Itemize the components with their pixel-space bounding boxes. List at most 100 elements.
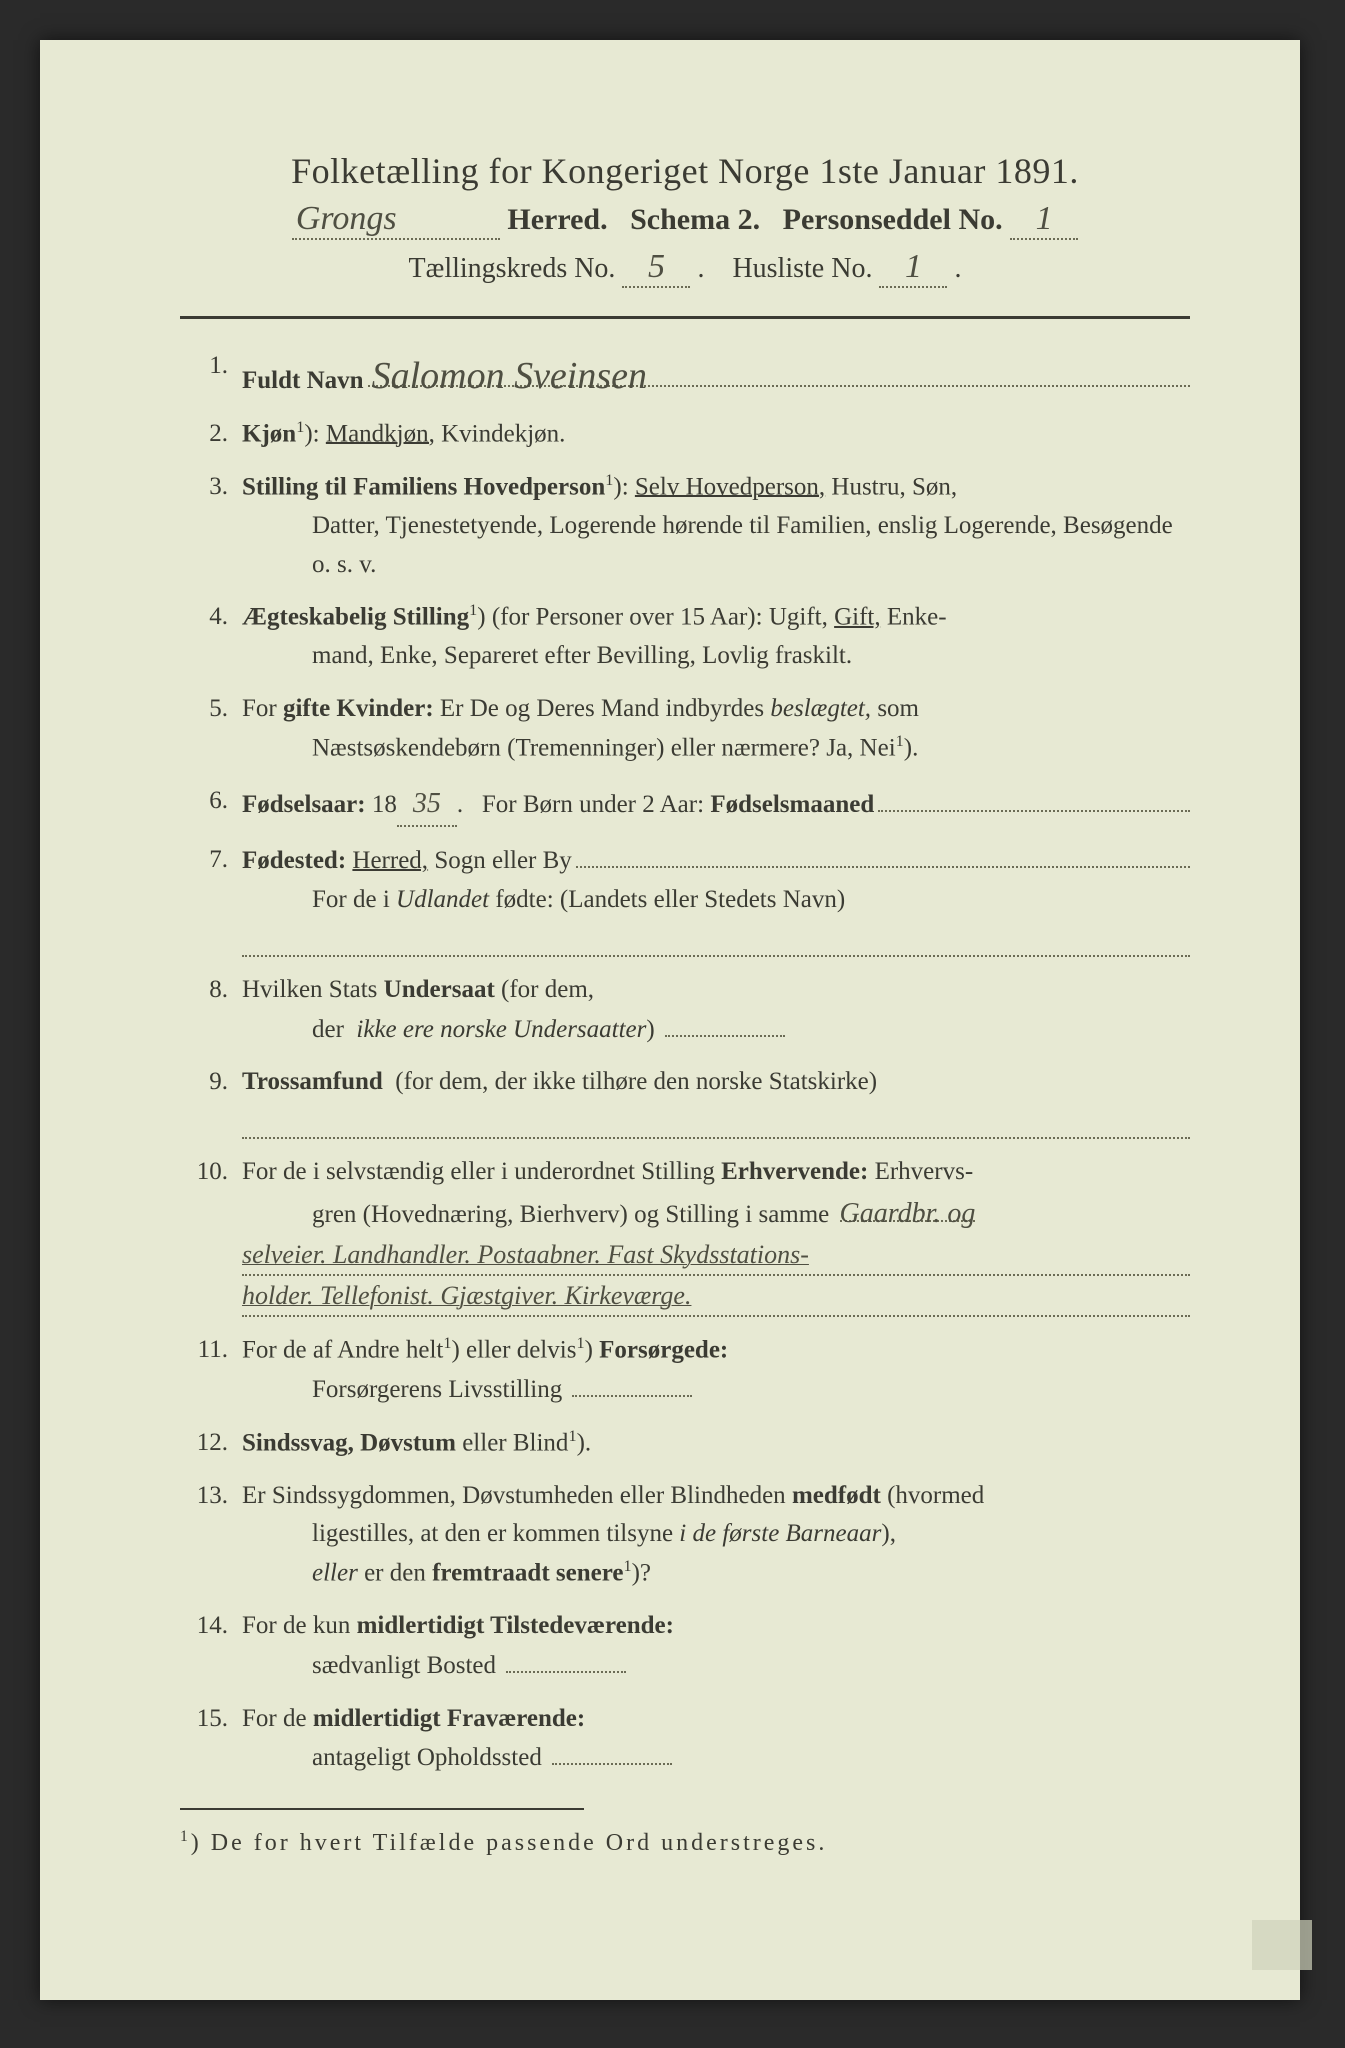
header-line-3: Tællingskreds No. 5 . Husliste No. 1 .	[180, 248, 1190, 288]
q6-b: For Børn under 2 Aar:	[482, 786, 704, 825]
herred-name-field: Grongs	[292, 200, 500, 240]
q12: Sindssvag, Døvstum eller Blind1).	[180, 1424, 1190, 1463]
q10-hw1: Gaardbr. og	[840, 1192, 976, 1222]
q8-a: Hvilken Stats	[242, 976, 377, 1003]
q12-a: Sindssvag, Døvstum	[242, 1429, 456, 1456]
q15: For de midlertidigt Fraværende: antageli…	[180, 1700, 1190, 1779]
q4: Ægteskabelig Stilling1) (for Personer ov…	[180, 598, 1190, 676]
q11-field	[572, 1370, 692, 1397]
q6-c: Fødselsmaaned	[710, 786, 874, 825]
q2-label: Kjøn	[242, 420, 296, 447]
q11-a: For de af Andre helt	[242, 1336, 443, 1363]
footnote-rule	[180, 1808, 584, 1810]
q13-b: medfødt	[792, 1482, 881, 1509]
q8-line2: der ikke ere norske Undersaatter)	[242, 1010, 1190, 1050]
q14-line2: sædvanligt Bosted	[312, 1652, 496, 1679]
q2-selected: Mandkjøn,	[326, 420, 435, 447]
schema-label: Schema 2.	[630, 203, 760, 236]
q3: Stilling til Familiens Hovedperson1): Se…	[180, 468, 1190, 585]
q5-d: beslægtet,	[770, 695, 871, 722]
header-line-2: Grongs Herred. Schema 2. Personseddel No…	[180, 200, 1190, 240]
footnote: 1) De for hvert Tilfælde passende Ord un…	[180, 1828, 1190, 1857]
q1: Fuldt Navn Salomon Sveinsen	[180, 347, 1190, 401]
q6-month-field	[878, 785, 1190, 812]
q7-place-field	[576, 841, 1190, 868]
q8-field	[665, 1010, 785, 1037]
q8: Hvilken Stats Undersaat (for dem, der ik…	[180, 971, 1190, 1050]
q1-name-field: Salomon Sveinsen	[368, 347, 1190, 387]
q4-opts-a: Ugift,	[769, 604, 828, 631]
q4-opts-b2: mand, Enke, Separeret efter Bevilling, L…	[242, 637, 1190, 676]
q6-prefix: 18	[372, 786, 397, 825]
q14-line2-row: sædvanligt Bosted	[242, 1646, 1190, 1686]
personseddel-no-field: 1	[1010, 200, 1078, 240]
husliste-no-field: 1	[879, 248, 947, 288]
q4-paren: (for Personer over 15 Aar):	[492, 604, 763, 631]
q11-line2: Forsørgerens Livsstilling	[312, 1376, 562, 1403]
q5-line2: Næstsøskendebørn (Tremenninger) eller næ…	[242, 729, 1190, 768]
q14-field	[506, 1646, 626, 1673]
q13: Er Sindssygdommen, Døvstumheden eller Bl…	[180, 1477, 1190, 1594]
q11-b: eller delvis	[466, 1336, 576, 1363]
page-tab	[1252, 1920, 1312, 1970]
q6-a: Fødselsaar:	[242, 786, 366, 825]
q8-b: Undersaat	[384, 976, 495, 1003]
q3-rest1: Hustru, Søn,	[831, 473, 957, 500]
q15-line2-row: antageligt Opholdssted	[242, 1738, 1190, 1778]
q7-blank-line	[242, 920, 1190, 957]
q11-c: Forsørgede:	[599, 1336, 728, 1363]
q13-line2: ligestilles, at den er kommen tilsyne i …	[242, 1515, 1190, 1554]
q12-b: eller Blind	[462, 1429, 568, 1456]
q13-line3: eller er den fremtraadt senere1)?	[242, 1554, 1190, 1593]
q7: Fødested: Herred, Sogn eller By For de i…	[180, 841, 1190, 957]
header-rule	[180, 316, 1190, 319]
q13-a: Er Sindssygdommen, Døvstumheden eller Bl…	[242, 1482, 786, 1509]
q14: For de kun midlertidigt Tilstedeværende:…	[180, 1607, 1190, 1686]
q2-opt2: Kvindekjøn.	[441, 420, 565, 447]
q9-b: (for dem, der ikke tilhøre den norske St…	[395, 1068, 877, 1095]
question-list: Fuldt Navn Salomon Sveinsen Kjøn1): Mand…	[180, 347, 1190, 1778]
q7-selected: Herred,	[352, 842, 428, 881]
q2: Kjøn1): Mandkjøn, Kvindekjøn.	[180, 415, 1190, 454]
q15-b: midlertidigt Fraværende:	[313, 1705, 585, 1732]
page-title: Folketælling for Kongeriget Norge 1ste J…	[180, 150, 1190, 192]
personseddel-label: Personseddel No.	[783, 203, 1003, 236]
q15-a: For de	[242, 1705, 307, 1732]
q4-label: Ægteskabelig Stilling	[242, 604, 469, 631]
q1-label: Fuldt Navn	[242, 362, 364, 401]
q9: Trossamfund (for dem, der ikke tilhøre d…	[180, 1063, 1190, 1139]
q10-line2: gren (Hovednæring, Bierhverv) og Stillin…	[312, 1201, 829, 1228]
q3-rest2: Datter, Tjenestetyende, Logerende hørend…	[242, 507, 1190, 546]
q11: For de af Andre helt1) eller delvis1) Fo…	[180, 1331, 1190, 1410]
q15-line2: antageligt Opholdssted	[312, 1744, 542, 1771]
footnote-text: De for hvert Tilfælde passende Ord under…	[211, 1830, 828, 1856]
q10-b: Erhvervende:	[721, 1158, 868, 1185]
q4-selected: Gift,	[834, 604, 881, 631]
q7-line2: For de i Udlandet fødte: (Landets eller …	[242, 881, 1190, 920]
herred-label: Herred.	[507, 203, 607, 236]
q9-field	[242, 1102, 1190, 1139]
q5-a: For	[242, 695, 277, 722]
q10-a: For de i selvstændig eller i underordnet…	[242, 1158, 715, 1185]
q7-a: Fødested:	[242, 842, 346, 881]
census-form-page: Folketælling for Kongeriget Norge 1ste J…	[40, 40, 1300, 2000]
q5-e: som	[877, 695, 919, 722]
q8-c: (for dem,	[501, 976, 594, 1003]
kreds-no-field: 5	[622, 248, 690, 288]
q5-c: Er De og Deres Mand indbyrdes	[440, 695, 764, 722]
q4-opts-b: Enke-	[887, 604, 947, 631]
q9-a: Trossamfund	[242, 1068, 383, 1095]
q7-b: Sogn eller By	[434, 842, 572, 881]
q10: For de i selvstændig eller i underordnet…	[180, 1153, 1190, 1317]
q15-field	[552, 1738, 672, 1765]
q13-c: (hvormed	[887, 1482, 984, 1509]
q3-rest3: o. s. v.	[242, 546, 1190, 585]
q10-hw3: holder. Tellefonist. Gjæstgiver. Kirkevæ…	[242, 1276, 1190, 1317]
q5: For gifte Kvinder: Er De og Deres Mand i…	[180, 690, 1190, 768]
q3-label: Stilling til Familiens Hovedperson	[242, 473, 605, 500]
q5-b: gifte Kvinder:	[283, 695, 434, 722]
kreds-label: Tællingskreds No.	[409, 253, 616, 284]
q10-c: Erhvervs-	[875, 1158, 974, 1185]
q10-hw2: selveier. Landhandler. Postaabner. Fast …	[242, 1235, 1190, 1276]
q11-line2-row: Forsørgerens Livsstilling	[242, 1370, 1190, 1410]
